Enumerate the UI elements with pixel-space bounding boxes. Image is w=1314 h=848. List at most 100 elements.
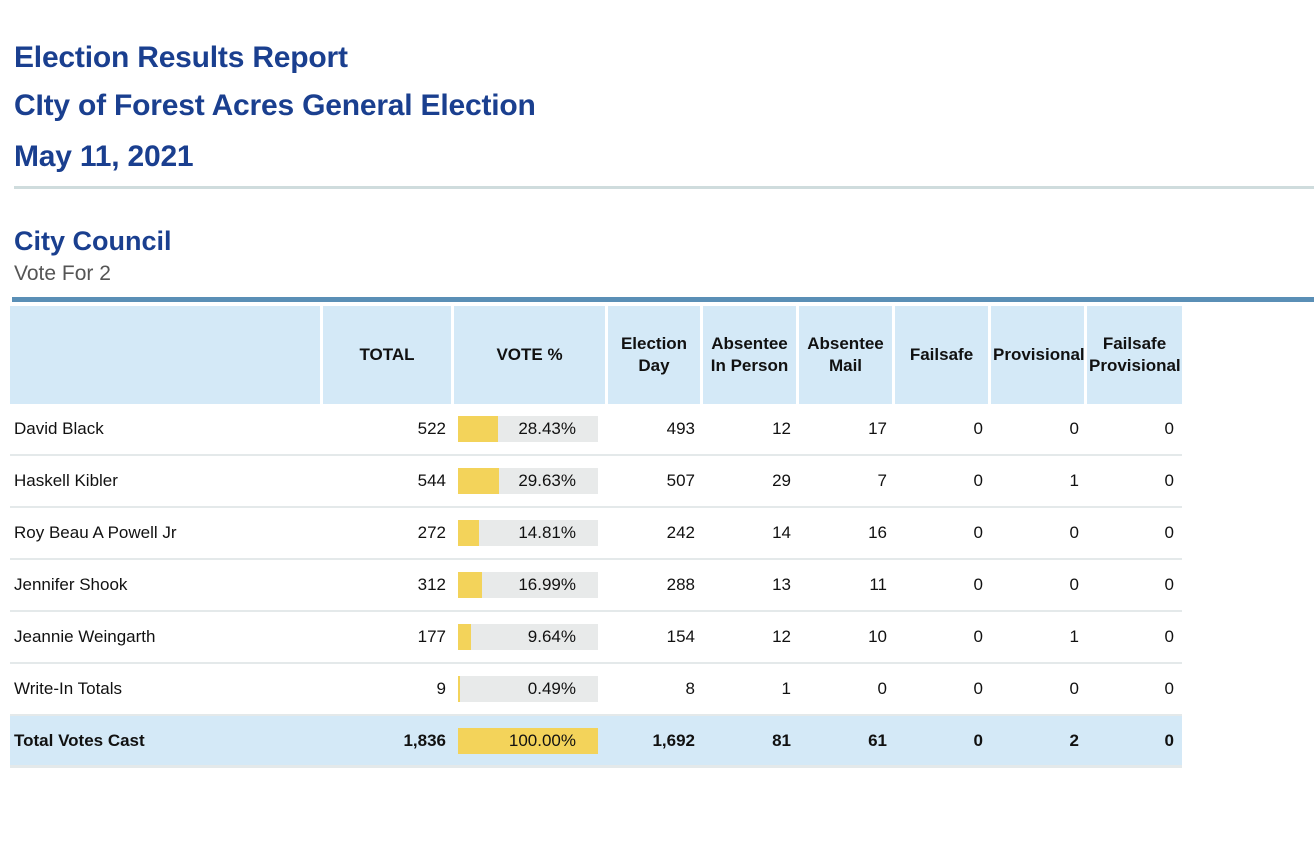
vote-pct-label: 100.00% [508,730,576,750]
header-failsafe-provisional: Failsafe Provisional [1087,306,1182,404]
vote-pct-cell: 16.99% [454,560,608,612]
absentee-mail-value: 16 [799,508,895,560]
failsafe-value: 0 [895,456,991,508]
provisional-value: 0 [991,508,1087,560]
header-absentee-mail: Absentee Mail [799,306,895,404]
election-date: May 11, 2021 [14,140,194,173]
header-total: TOTAL [323,306,454,404]
candidate-name: David Black [10,404,323,456]
vote-pct-fill [458,624,471,650]
candidate-name: Jennifer Shook [10,560,323,612]
provisional-value: 0 [991,664,1087,716]
report-title: Election Results Report [14,41,348,74]
header-candidate [10,306,323,404]
vote-pct-bar: 0.49% [458,676,598,702]
failsafe-provisional-value: 0 [1087,456,1182,508]
vote-pct-label: 29.63% [518,471,576,490]
vote-pct-bar: 29.63% [458,468,598,494]
failsafe-provisional-value: 0 [1087,716,1182,768]
vote-pct-cell: 9.64% [454,612,608,664]
absentee-in-person-value: 12 [703,404,799,456]
failsafe-value: 0 [895,508,991,560]
failsafe-value: 0 [895,716,991,768]
election-day-value: 8 [608,664,703,716]
provisional-value: 1 [991,612,1087,664]
provisional-value: 0 [991,404,1087,456]
failsafe-provisional-value: 0 [1087,612,1182,664]
total-votes: 272 [323,508,454,560]
absentee-in-person-value: 13 [703,560,799,612]
vote-pct-fill [458,676,460,702]
absentee-mail-value: 0 [799,664,895,716]
table-header-row: TOTAL VOTE % Election Day Absentee In Pe… [10,306,1182,404]
absentee-mail-value: 17 [799,404,895,456]
provisional-value: 0 [991,560,1087,612]
total-row: Total Votes Cast 1,836 100.00% 1,692 81 61 0 2 0 [10,716,1182,768]
total-votes: 1,836 [323,716,454,768]
total-votes: 312 [323,560,454,612]
total-label: Total Votes Cast [10,716,323,768]
header-vote-pct: VOTE % [454,306,608,404]
vote-pct-bar: 9.64% [458,624,598,650]
report-header: Election Results Report CIty of Forest A… [14,34,536,181]
table-row: Haskell Kibler 544 29.63% 507 29 7 0 1 0 [10,456,1182,508]
vote-pct-fill [458,520,479,546]
table-row: Roy Beau A Powell Jr 272 14.81% 242 14 16 0 0 0 [10,508,1182,560]
failsafe-value: 0 [895,560,991,612]
vote-pct-fill [458,727,598,754]
election-day-value: 154 [608,612,703,664]
header-provisional: Provisional [991,306,1087,404]
contest-divider [12,297,1314,302]
failsafe-provisional-value: 0 [1087,508,1182,560]
election-day-value: 507 [608,456,703,508]
failsafe-value: 0 [895,612,991,664]
vote-pct-label: 14.81% [518,523,576,542]
failsafe-value: 0 [895,404,991,456]
absentee-in-person-value: 14 [703,508,799,560]
results-table: TOTAL VOTE % Election Day Absentee In Pe… [10,306,1182,768]
total-votes: 544 [323,456,454,508]
vote-pct-bar: 14.81% [458,520,598,546]
total-votes: 522 [323,404,454,456]
absentee-in-person-value: 12 [703,612,799,664]
table-row: Jennifer Shook 312 16.99% 288 13 11 0 0 0 [10,560,1182,612]
absentee-mail-value: 10 [799,612,895,664]
candidate-name: Write-In Totals [10,664,323,716]
absentee-in-person-value: 1 [703,664,799,716]
table-row: David Black 522 28.43% 493 12 17 0 0 0 [10,404,1182,456]
failsafe-provisional-value: 0 [1087,664,1182,716]
absentee-mail-value: 61 [799,716,895,768]
vote-pct-fill [458,572,482,598]
header-failsafe: Failsafe [895,306,991,404]
vote-pct-cell: 28.43% [454,404,608,456]
absentee-in-person-value: 81 [703,716,799,768]
candidate-name: Jeannie Weingarth [10,612,323,664]
vote-pct-fill [458,468,499,494]
failsafe-provisional-value: 0 [1087,404,1182,456]
provisional-value: 1 [991,456,1087,508]
vote-pct-label: 28.43% [518,419,576,438]
election-day-value: 288 [608,560,703,612]
vote-pct-label: 16.99% [518,575,576,594]
vote-pct-label: 9.64% [527,627,576,646]
provisional-value: 2 [991,716,1087,768]
election-name: CIty of Forest Acres General Election [14,89,536,122]
vote-pct-fill [458,416,498,442]
total-votes: 9 [323,664,454,716]
contest-subtitle: Vote For 2 [14,262,111,285]
absentee-mail-value: 11 [799,560,895,612]
header-election-day: Election Day [608,306,703,404]
vote-pct-cell: 100.00% [454,716,608,768]
vote-pct-cell: 29.63% [454,456,608,508]
candidate-name: Haskell Kibler [10,456,323,508]
vote-pct-bar: 100.00% [458,727,598,754]
total-votes: 177 [323,612,454,664]
absentee-mail-value: 7 [799,456,895,508]
failsafe-provisional-value: 0 [1087,560,1182,612]
table-row: Write-In Totals 9 0.49% 8 1 0 0 0 0 [10,664,1182,716]
header-divider [14,186,1314,189]
candidate-name: Roy Beau A Powell Jr [10,508,323,560]
vote-pct-cell: 0.49% [454,664,608,716]
election-day-value: 1,692 [608,716,703,768]
table-row: Jeannie Weingarth 177 9.64% 154 12 10 0 1 0 [10,612,1182,664]
